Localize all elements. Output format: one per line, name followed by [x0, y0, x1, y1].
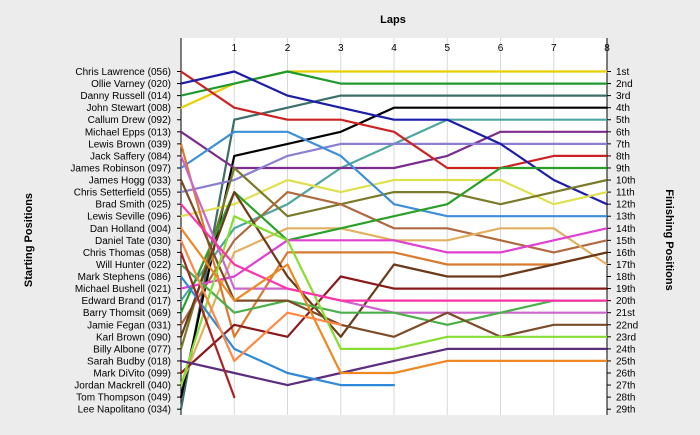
driver-series-line [179, 166, 609, 314]
driver-series-line [179, 191, 609, 338]
starting-position-label: Jack Saffery (084) [90, 151, 171, 162]
starting-position-label: Ollie Varney (020) [91, 79, 171, 90]
driver-series-line [179, 347, 609, 387]
starting-position-label: Danny Russell (014) [80, 91, 171, 102]
finishing-position-label: 21st [616, 308, 635, 319]
driver-series-line [179, 251, 236, 399]
finishing-position-label: 29th [616, 405, 635, 416]
driver-series-line [179, 178, 609, 338]
finishing-position-label: 17th [616, 260, 635, 271]
finishing-position-label: 13th [616, 212, 635, 223]
driver-series-line [179, 106, 609, 399]
finishing-position-label: 9th [616, 163, 630, 174]
starting-position-label: Callum Drew (092) [88, 115, 171, 126]
driver-series-line [179, 94, 609, 411]
starting-position-label: Lewis Brown (039) [88, 139, 171, 150]
starting-position-label: Michael Bushell (021) [75, 284, 171, 295]
starting-position-label: Michael Epps (013) [85, 127, 171, 138]
finishing-position-label: 18th [616, 272, 635, 283]
finishing-position-label: 24th [616, 344, 635, 355]
driver-series-line [179, 227, 609, 290]
driver-series-line [179, 166, 609, 350]
starting-position-label: James Robinson (097) [70, 163, 171, 174]
starting-position-label: Mark DiVito (099) [93, 369, 171, 380]
starting-position-label: Jamie Fegan (031) [87, 320, 171, 331]
starting-position-label: Tom Thompson (049) [76, 393, 171, 404]
grid [180, 38, 608, 415]
starting-position-label: Chris Setterfield (055) [74, 188, 171, 199]
starting-position-label: James Hogg (033) [89, 176, 171, 187]
lap-tick-label: 1 [231, 43, 237, 54]
right-axis-title: Finishing Positions [663, 189, 675, 290]
lap-tick-label: 2 [285, 43, 291, 54]
finishing-position-label: 11th [616, 188, 635, 199]
starting-position-label: Edward Brand (017) [82, 296, 172, 307]
finishing-position-label: 10th [616, 176, 635, 187]
finishing-position-label: 12th [616, 200, 635, 211]
finishing-position-label: 27th [616, 381, 635, 392]
driver-series-line [179, 263, 609, 326]
driver-series-line [179, 130, 609, 218]
starting-position-label: Karl Brown (090) [96, 332, 171, 343]
finishing-position-label: 25th [616, 356, 635, 367]
finishing-position-label: 2nd [616, 79, 633, 90]
starting-position-label: Will Hunter (022) [96, 260, 171, 271]
starting-position-label: Billy Albone (077) [93, 344, 171, 355]
lap-tick-label: 4 [391, 43, 397, 54]
finishing-position-label: 7th [616, 139, 630, 150]
starting-position-label: Jordan Mackrell (040) [74, 381, 171, 392]
finishing-position-label: 16th [616, 248, 635, 259]
finishing-position-label: 15th [616, 236, 635, 247]
driver-series-line [179, 142, 609, 194]
starting-position-label: Chris Thomas (058) [83, 248, 171, 259]
finishing-position-label: 26th [616, 369, 635, 380]
finishing-position-label: 20th [616, 296, 635, 307]
lap-tick-label: 7 [551, 43, 557, 54]
driver-series-line [179, 239, 342, 362]
finishing-position-label: 4th [616, 103, 630, 114]
starting-position-label: Lee Napolitano (034) [78, 405, 171, 416]
finishing-position-label: 1st [616, 67, 630, 78]
finishing-position-label: 5th [616, 115, 630, 126]
driver-series-line [179, 215, 609, 387]
driver-series-line [179, 275, 396, 387]
finishing-position-label: 23rd [616, 332, 636, 343]
starting-position-label: Lewis Seville (096) [87, 212, 171, 223]
finishing-position-label: 3rd [616, 91, 630, 102]
lap-tick-label: 8 [604, 43, 610, 54]
finishing-position-label: 19th [616, 284, 635, 295]
starting-position-label: John Stewart (008) [87, 103, 172, 114]
starting-position-label: Barry Thomsit (069) [83, 308, 171, 319]
finishing-position-label: 28th [616, 393, 635, 404]
driver-series-line [179, 275, 609, 375]
starting-position-label: Mark Stephens (086) [78, 272, 171, 283]
starting-position-label: Daniel Tate (030) [95, 236, 171, 247]
label-layer: 1 2 3 4 5 6 7 8 Chris Lawrence (056) 1st Ollie Var… [70, 43, 638, 416]
lap-tick-label: 3 [338, 43, 344, 54]
finishing-position-label: 6th [616, 127, 630, 138]
driver-series-line [179, 130, 609, 170]
finishing-position-label: 22nd [616, 320, 638, 331]
driver-series-line [179, 70, 609, 170]
starting-position-label: Chris Lawrence (056) [75, 67, 171, 78]
finishing-position-label: 14th [616, 224, 635, 235]
driver-series-line [179, 227, 609, 375]
starting-position-label: Sarah Budby (018) [87, 356, 171, 367]
lap-tick-label: 5 [444, 43, 450, 54]
driver-series-line [179, 203, 609, 302]
starting-position-label: Brad Smith (025) [95, 200, 171, 211]
lap-tick-label: 6 [498, 43, 504, 54]
left-axis-title: Starting Positions [23, 193, 35, 287]
top-axis-title: Laps [380, 14, 406, 26]
series-layer [179, 70, 609, 411]
finishing-position-label: 8th [616, 151, 630, 162]
starting-position-label: Dan Holland (004) [90, 224, 171, 235]
